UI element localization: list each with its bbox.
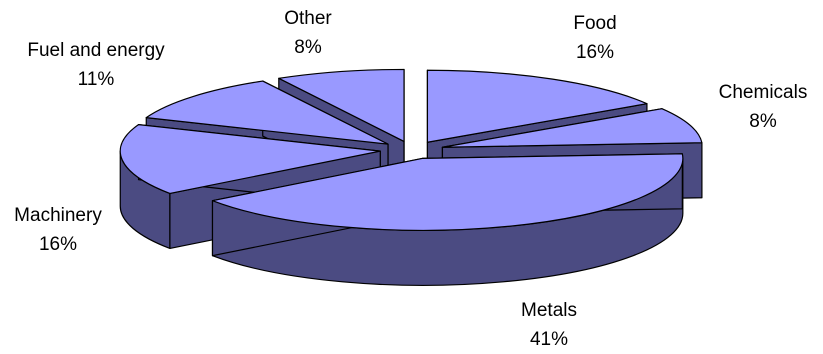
- slice-label-food: Food 16%: [573, 9, 616, 67]
- slice-label-chemicals-pct: 8%: [749, 111, 777, 132]
- slice-chemicals: [441, 108, 703, 148]
- slice-label-food-name: Food: [573, 13, 617, 34]
- slice-label-other: Other 8%: [284, 4, 332, 62]
- slice-label-other-pct: 8%: [294, 37, 322, 58]
- slice-label-metals-name: Metals: [521, 300, 577, 321]
- slice-label-food-pct: 16%: [575, 42, 615, 63]
- slice-label-machinery-pct: 16%: [38, 234, 78, 255]
- slice-label-metals: Metals 41%: [521, 296, 577, 354]
- slice-label-machinery: Machinery 16%: [14, 201, 102, 259]
- slice-other: [278, 68, 405, 143]
- slice-label-metals-pct: 41%: [529, 329, 569, 350]
- slice-label-other-name: Other: [284, 8, 332, 29]
- slice-fuel-and-energy: [145, 80, 389, 145]
- slice-label-fuel-and-energy-name: Fuel and energy: [27, 40, 165, 61]
- slice-label-chemicals-name: Chemicals: [718, 82, 808, 103]
- slice-machinery: [119, 124, 381, 195]
- slice-label-chemicals: Chemicals 8%: [719, 78, 808, 136]
- slice-label-fuel-and-energy-pct: 11%: [77, 69, 115, 90]
- slice-food: [426, 69, 648, 143]
- slice-metals: [211, 153, 684, 231]
- slice-label-fuel-and-energy: Fuel and energy 11%: [27, 36, 164, 94]
- slice-label-machinery-name: Machinery: [14, 205, 102, 226]
